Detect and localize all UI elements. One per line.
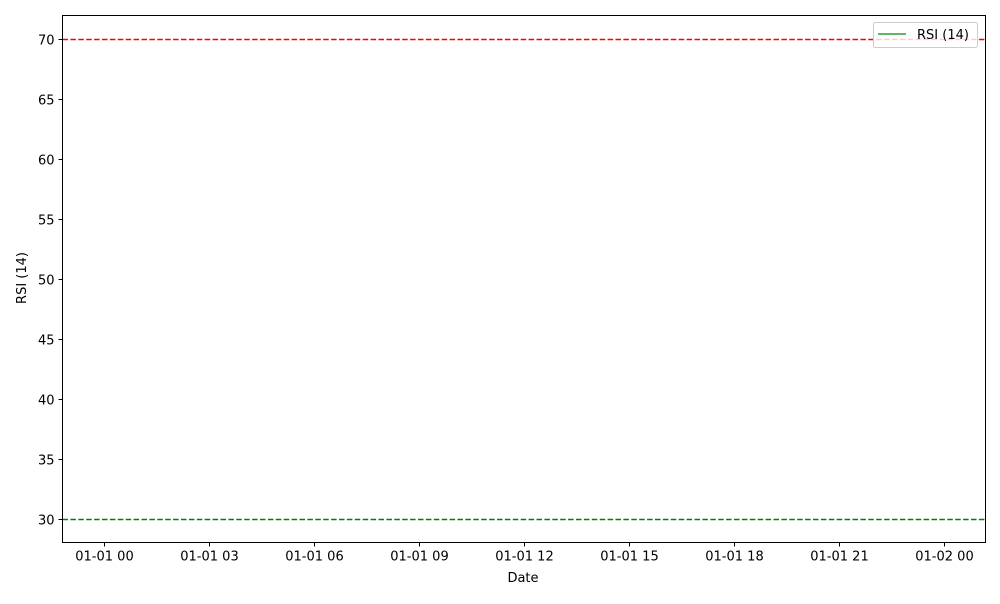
y-tick-label: 50 — [38, 274, 55, 289]
plot-frame — [62, 15, 986, 543]
legend-label-rsi: RSI (14) — [917, 28, 969, 43]
x-tick-label: 01-01 03 — [180, 550, 238, 565]
y-tick-label: 35 — [38, 454, 55, 469]
x-tick-label: 01-01 09 — [390, 550, 448, 565]
y-tick-label: 55 — [38, 214, 55, 229]
x-axis-label: Date — [507, 571, 538, 586]
x-tick-label: 01-01 21 — [810, 550, 868, 565]
y-tick-label: 40 — [38, 394, 55, 409]
x-tick-label: 01-01 18 — [705, 550, 763, 565]
y-axis-label: RSI (14) — [15, 252, 30, 304]
y-tick-label: 60 — [38, 154, 55, 169]
x-tick-label: 01-01 15 — [600, 550, 658, 565]
x-tick-label: 01-01 12 — [495, 550, 553, 565]
legend: RSI (14) — [873, 22, 978, 48]
y-tick-label: 45 — [38, 334, 55, 349]
x-tick-label: 01-01 00 — [75, 550, 133, 565]
x-tick-label: 01-01 06 — [285, 550, 343, 565]
x-tick-label: 01-02 00 — [915, 550, 973, 565]
y-tick-label: 70 — [38, 34, 55, 49]
legend-box — [873, 22, 978, 48]
y-tick-label: 30 — [38, 514, 55, 529]
y-tick-label: 65 — [38, 94, 55, 109]
